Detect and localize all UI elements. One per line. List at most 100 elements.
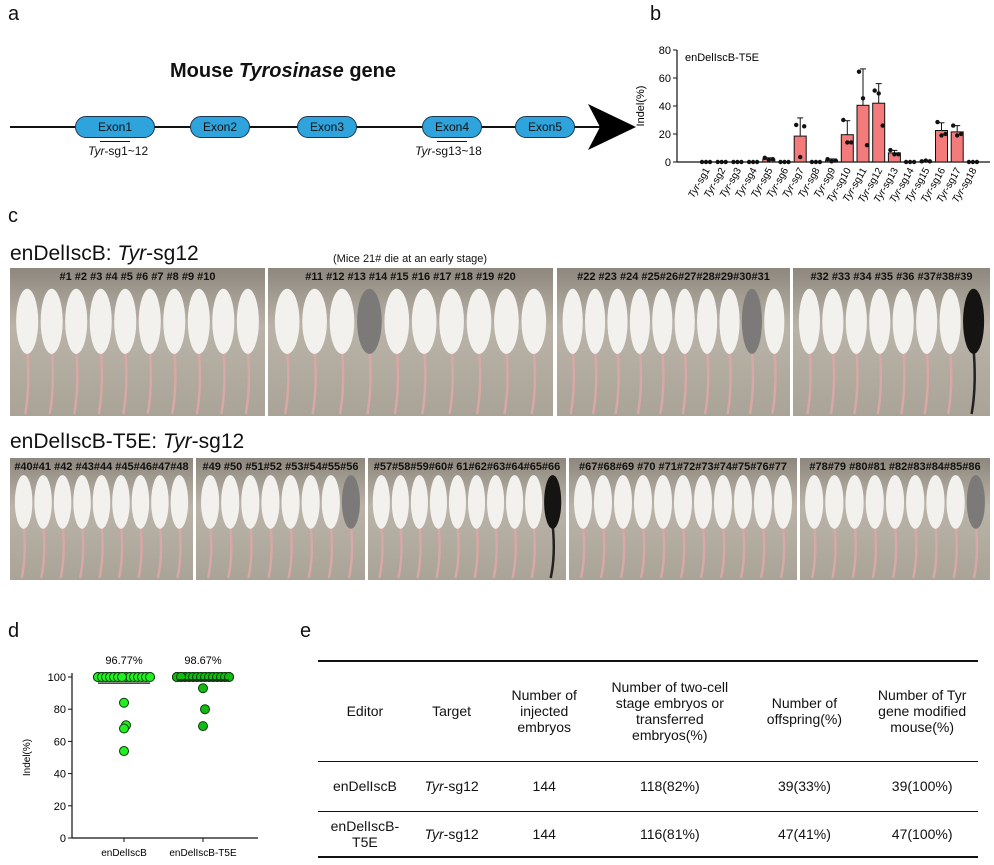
mouse-tail <box>156 524 163 579</box>
y-axis-label: Indel(%) <box>635 86 647 127</box>
table-row: enDelIscB Tyr-sg12 144 118(82%) 39(33%) … <box>318 761 978 811</box>
mouse-tail <box>591 349 598 415</box>
data-point <box>907 159 913 165</box>
data-point <box>970 159 976 165</box>
mouse-body <box>112 475 130 529</box>
data-point <box>927 159 932 164</box>
cell-target-italic: Tyr <box>424 778 444 794</box>
mouse-tail <box>72 349 79 415</box>
sg-underline-2 <box>437 141 467 142</box>
mouse-body <box>14 475 33 529</box>
data-point <box>723 159 728 165</box>
chart-title: enDelIscB-T5E <box>685 52 759 64</box>
sg-label-1: Tyr-sg1~12 <box>88 144 148 158</box>
y-tick-label: 40 <box>54 769 66 781</box>
panel-label-c: c <box>8 205 18 227</box>
header-injected: Number of injected embryos <box>511 687 577 736</box>
bar <box>856 104 870 163</box>
mouse-tail <box>739 524 746 579</box>
mouse-tail <box>420 349 427 415</box>
panel-label-b: b <box>650 3 662 25</box>
mouse-tail <box>970 349 976 415</box>
data-point <box>966 159 972 165</box>
y-tick-label: 100 <box>48 672 66 684</box>
y-tick-label: 60 <box>659 73 671 85</box>
data-point <box>703 159 709 165</box>
data-point <box>750 159 756 165</box>
mouse-body <box>53 475 72 529</box>
cell-target-italic: Tyr <box>424 825 444 842</box>
y-tick-label: 80 <box>659 45 671 57</box>
bar <box>840 134 854 163</box>
mouse-body <box>163 288 186 354</box>
bar-chart: 020406080Indel(%)enDelIscB-T5ETyr-sg1Tyr… <box>635 45 990 205</box>
mouse-ids: #22 #23 #24 #25#26#27#28#29#30#31 <box>577 271 770 283</box>
exon-3: Exon3 <box>297 116 357 138</box>
data-point <box>876 91 881 96</box>
mouse-tail <box>759 524 766 579</box>
mouse-tail <box>338 349 345 415</box>
gene-arrow-icon <box>588 104 636 150</box>
mouse-body <box>506 475 524 529</box>
cell-target-rest: -sg12 <box>443 778 479 794</box>
mouse-tail <box>39 524 46 579</box>
mouse-body <box>357 288 382 354</box>
mouse-body <box>16 288 39 354</box>
data-point <box>809 159 815 165</box>
mouse-tail <box>137 524 143 579</box>
mouse-body <box>822 288 844 354</box>
data-point <box>974 159 980 165</box>
mouse-ids: #78#79 #80#81 #82#83#84#85#86 <box>809 461 981 473</box>
mouse-body <box>614 475 632 529</box>
mouse-tail <box>972 524 979 579</box>
row1-title: enDelIscB: Tyr-sg12 <box>10 242 199 266</box>
mouse-body <box>939 288 961 354</box>
mouse-body <box>719 288 740 354</box>
mouse-tail <box>171 349 177 415</box>
data-point <box>117 672 127 682</box>
data-point <box>754 159 760 165</box>
mouse-photo: #67#68#69 #70 #71#72#73#74#75#76#77 <box>569 458 797 580</box>
row2-title-prefix: enDelIscB-T5E: <box>10 430 163 453</box>
mouse-body <box>138 288 161 354</box>
mouse-body <box>384 288 410 354</box>
mouse-tail <box>220 349 226 415</box>
mouse-body <box>946 475 965 529</box>
data-point <box>119 723 129 734</box>
mouse-body <box>906 475 925 529</box>
mouse-tail <box>549 524 556 579</box>
mouse-body <box>73 475 91 529</box>
exon-2: Exon2 <box>190 116 250 138</box>
mouse-body <box>410 475 428 529</box>
mouse-tail <box>267 524 273 579</box>
bar <box>793 135 807 163</box>
x-tick-label: enDelIscB <box>101 848 147 859</box>
data-point <box>778 159 783 165</box>
data-point <box>224 672 234 682</box>
mouse-body <box>372 475 390 529</box>
mouse-body <box>467 475 486 529</box>
mouse-body <box>221 475 240 529</box>
mouse-tail <box>416 524 422 579</box>
header-modified: Number of Tyr gene modified mouse(%) <box>877 687 967 736</box>
mouse-body <box>774 475 792 529</box>
mouse-body <box>734 475 752 529</box>
mouse-body <box>212 288 235 354</box>
mouse-tail <box>244 349 251 415</box>
exon-1: Exon1 <box>75 116 155 138</box>
mouse-body <box>448 475 467 529</box>
mouse-tail <box>911 524 918 579</box>
mouse-tail <box>347 524 354 579</box>
cell-offspring: 47(41%) <box>777 825 831 842</box>
cell-modified: 39(100%) <box>891 778 953 794</box>
mouse-tail <box>952 524 959 579</box>
mouse-body <box>89 288 112 354</box>
mouse-tail <box>366 349 372 415</box>
mouse-body <box>187 288 210 354</box>
mouse-tail <box>771 349 777 415</box>
gene-title-italic: Tyrosinase <box>238 60 344 82</box>
mouse-tail <box>659 349 665 415</box>
mouse-body <box>916 288 938 354</box>
sg-label-2: Tyr-sg13~18 <box>415 144 482 158</box>
